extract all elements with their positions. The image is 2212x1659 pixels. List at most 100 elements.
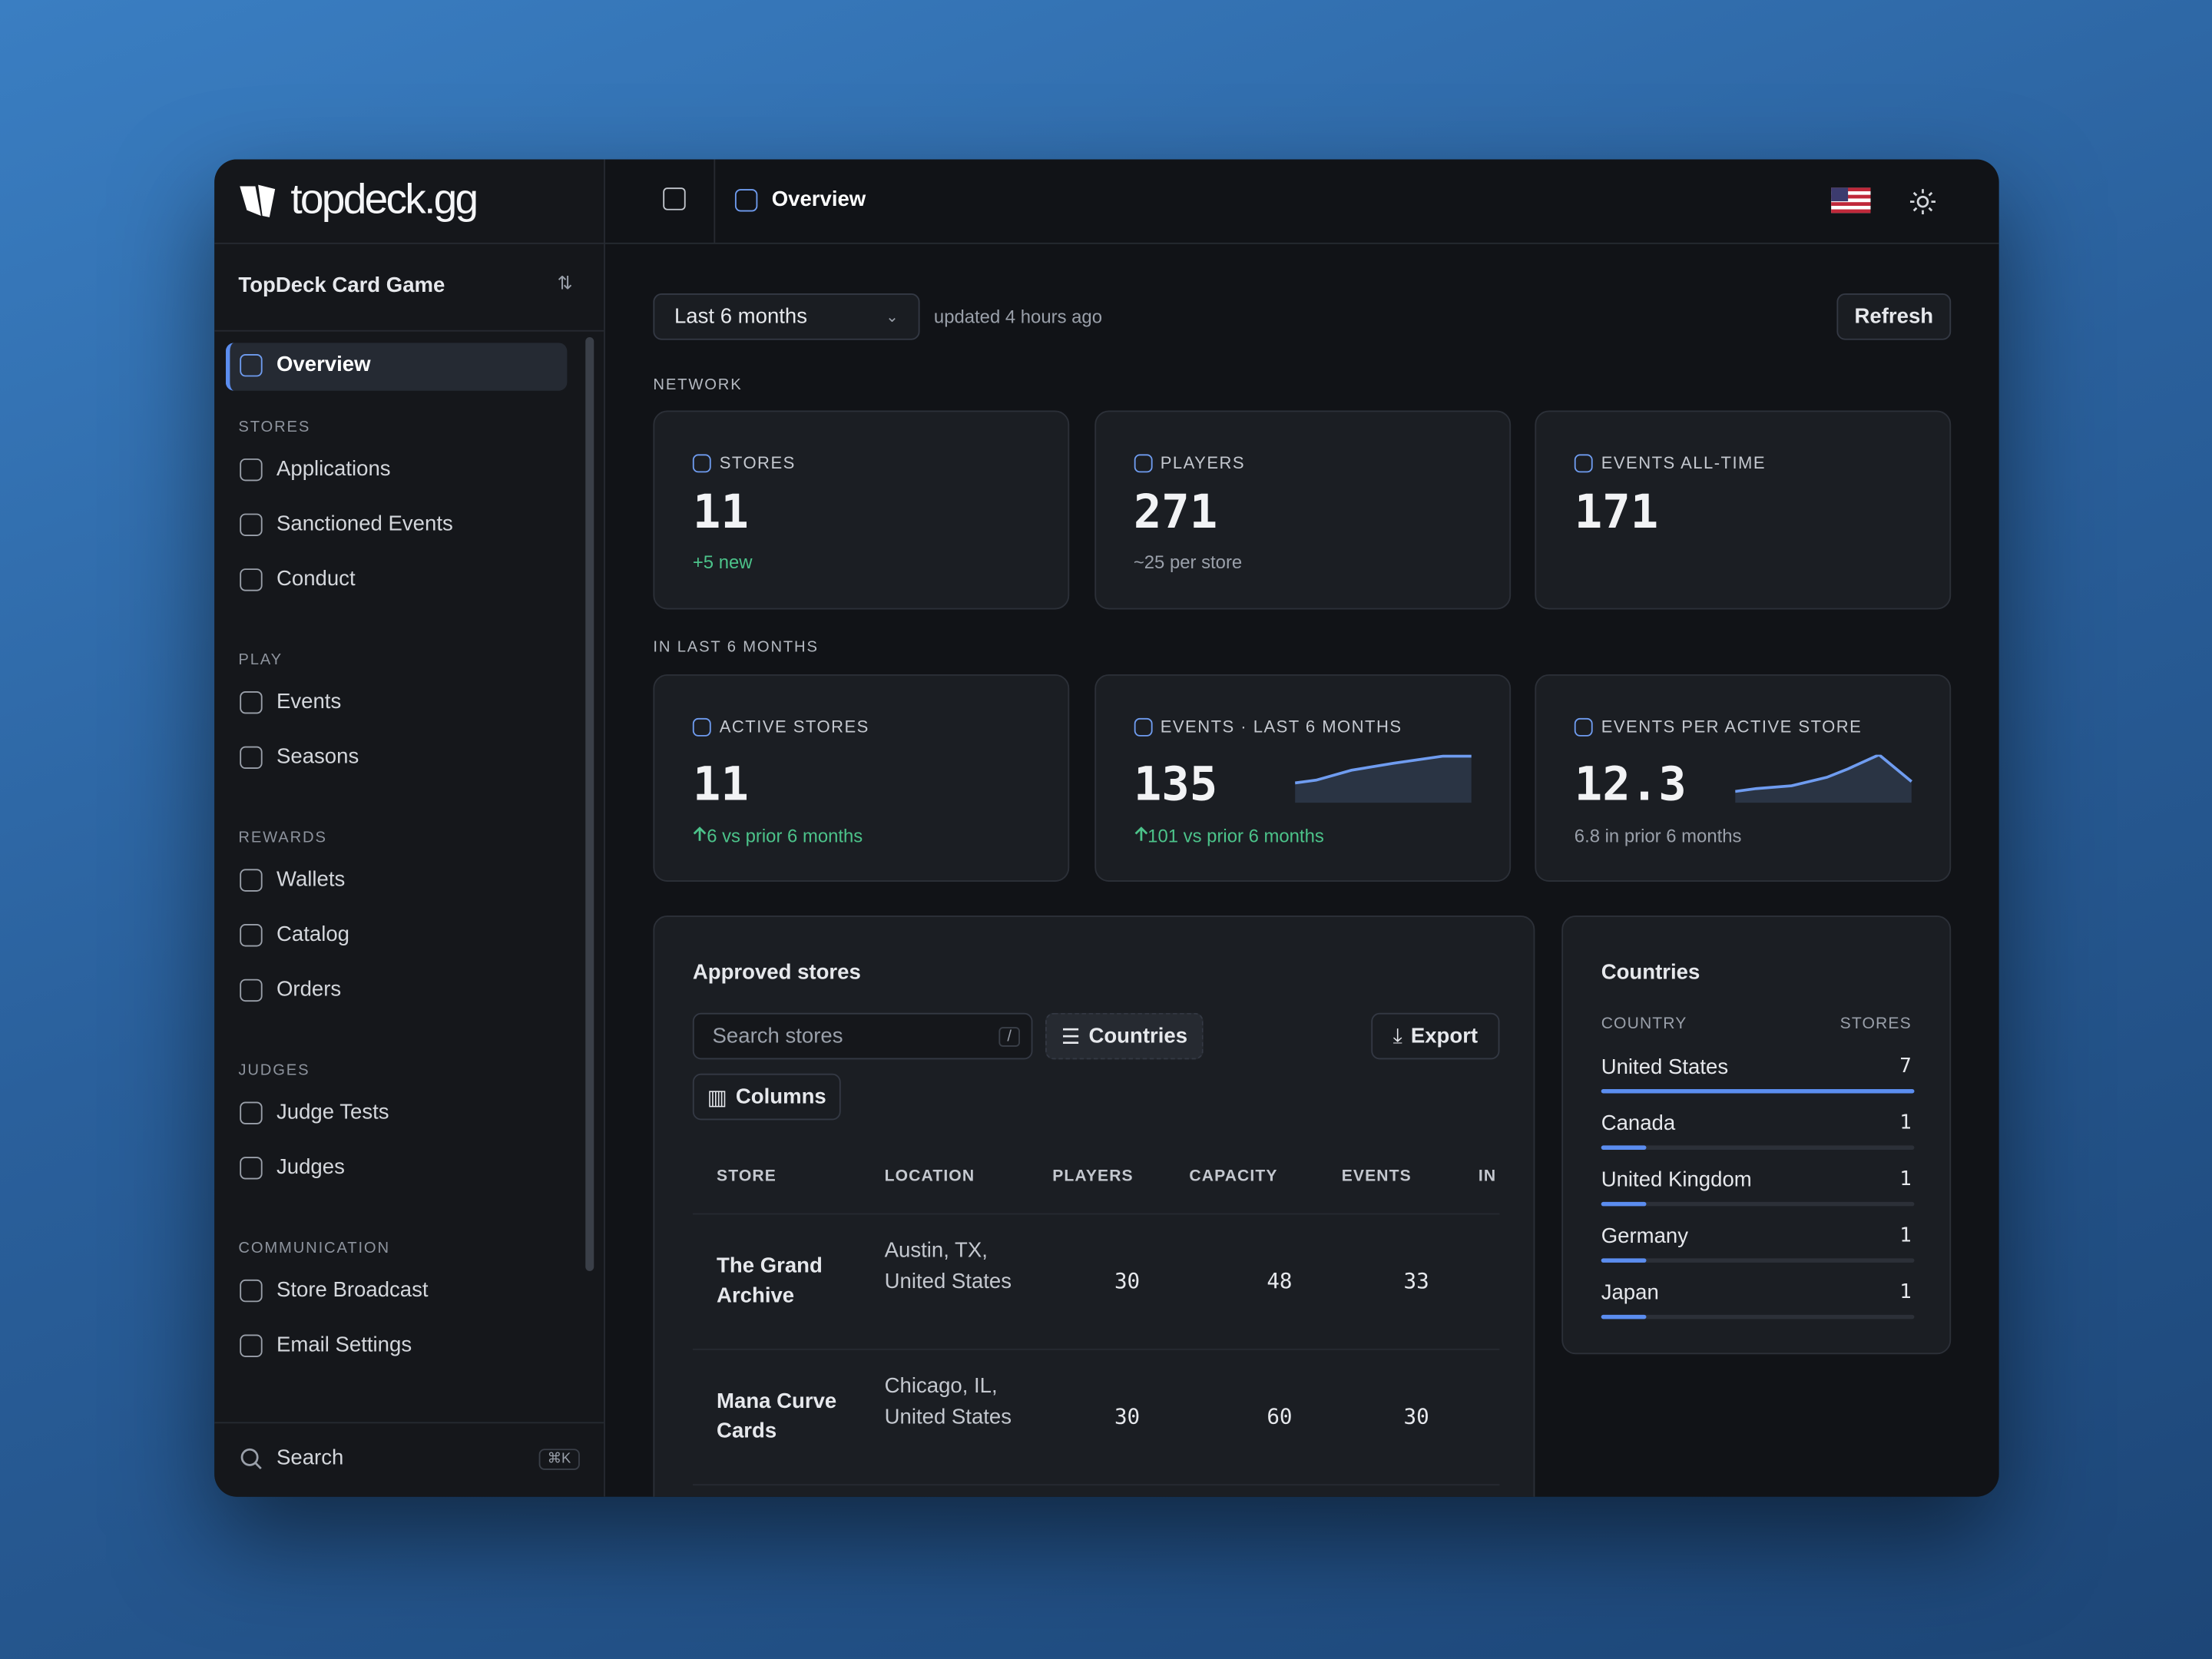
stat-icon: [692, 717, 711, 736]
nav-section: REWARDS: [238, 830, 327, 847]
bar: [1601, 1314, 1646, 1320]
nav-item[interactable]: Store Broadcast: [240, 1278, 429, 1302]
nav-icon: [240, 458, 263, 481]
column-header[interactable]: IN: [1478, 1167, 1497, 1185]
stat-card: STORES 11 +5 new: [653, 410, 1070, 610]
nav-item[interactable]: Applications: [240, 457, 391, 482]
stat-note-text: 6 vs prior 6 months: [707, 825, 863, 847]
nav-icon: [240, 745, 263, 769]
nav-item[interactable]: Overview: [240, 353, 371, 376]
brand: topdeck.gg: [290, 176, 478, 224]
nav-label: Judge Tests: [276, 1100, 389, 1124]
bar: [1601, 1145, 1646, 1150]
nav-list: STORES Applications Sanctioned Events Condu…: [214, 391, 584, 1422]
nav-item[interactable]: Sanctioned Events: [240, 512, 453, 536]
stat-value: 11: [692, 484, 749, 539]
nav-icon: [240, 1156, 263, 1179]
country-name: United Kingdom: [1601, 1167, 1752, 1193]
nav-icon: [240, 1279, 263, 1302]
column-header[interactable]: STORE: [717, 1167, 777, 1185]
store-search[interactable]: Search stores /: [692, 1012, 1033, 1060]
column-header[interactable]: CAPACITY: [1189, 1167, 1278, 1185]
scrollbar: [585, 336, 594, 1271]
column-header: STORES: [1839, 1015, 1912, 1033]
nav-item[interactable]: Email Settings: [240, 1333, 412, 1357]
country-name: United States: [1601, 1055, 1729, 1080]
stat-label: EVENTS ALL-TIME: [1574, 453, 1766, 472]
nav-section: PLAY: [238, 651, 283, 669]
nav-icon: [240, 690, 263, 714]
stat-card: EVENTS PER ACTIVE STORE 12.3 6.8 in prior …: [1535, 674, 1952, 882]
country-count: 1: [1899, 1280, 1912, 1304]
up-arrow: [1134, 826, 1147, 841]
stat-icon: [1574, 453, 1593, 472]
countries-panel: Countries COUNTRY STORES United States 7 C…: [1561, 916, 1952, 1355]
nav-item[interactable]: Seasons: [240, 745, 359, 769]
nav-item[interactable]: Catalog: [240, 922, 349, 946]
nav-icon: [240, 568, 263, 591]
nav-item[interactable]: Wallets: [240, 868, 345, 892]
country-count: 1: [1899, 1167, 1912, 1191]
sidebar-toggle[interactable]: [663, 187, 686, 210]
country-count: 1: [1899, 1224, 1912, 1247]
country-name: Canada: [1601, 1111, 1676, 1136]
stat-card: EVENTS · LAST 6 MONTHS 135 101 vs prior 6 …: [1094, 674, 1511, 882]
nav-icon: [240, 1101, 263, 1124]
store-number: 30: [1114, 1403, 1141, 1429]
stat-value: 135: [1133, 756, 1218, 812]
panel-title: Countries: [1601, 960, 1700, 985]
nav-icon: [240, 978, 263, 1002]
export-button[interactable]: ⤓ Export: [1371, 1012, 1500, 1060]
stat-label-text: STORES: [719, 452, 796, 473]
updated: updated 4 hours ago: [933, 306, 1103, 328]
nav-item[interactable]: Conduct: [240, 567, 356, 591]
filter-button[interactable]: ☰ Countries: [1045, 1012, 1204, 1060]
bar-track: [1601, 1314, 1915, 1320]
stat-label-text: PLAYERS: [1160, 452, 1246, 473]
nav-item[interactable]: Judge Tests: [240, 1101, 389, 1124]
column-header[interactable]: LOCATION: [884, 1167, 975, 1185]
nav-label: Applications: [276, 457, 391, 482]
nav-label: Catalog: [276, 922, 349, 947]
nav-section: STORES: [238, 419, 311, 436]
sidebar: topdeck.gg TopDeck Card Game ⇅ Overview …: [214, 159, 605, 1497]
section-title: NETWORK: [653, 376, 743, 394]
row-divider: [692, 1484, 1500, 1486]
column-header[interactable]: EVENTS: [1341, 1167, 1412, 1185]
nav-label: Judges: [276, 1155, 345, 1180]
store-number: 48: [1267, 1268, 1293, 1294]
bar-track: [1601, 1145, 1915, 1150]
columns-button[interactable]: ▥ Columns: [692, 1073, 841, 1121]
search-placeholder: Search stores: [712, 1024, 843, 1048]
range-select[interactable]: Last 6 months ⌄: [653, 293, 920, 340]
theme-toggle[interactable]: [1909, 189, 1936, 215]
up-arrow: [693, 826, 707, 841]
org-switch[interactable]: ⇅: [557, 272, 573, 294]
section-title: IN LAST 6 MONTHS: [653, 639, 819, 657]
stat-note: ~25 per store: [1134, 551, 1242, 573]
panel-title: Approved stores: [692, 960, 861, 985]
store-number: 60: [1267, 1403, 1293, 1429]
store-number: 30: [1403, 1403, 1429, 1429]
breadcrumb: Overview: [734, 187, 866, 212]
stat-value: 171: [1574, 484, 1659, 539]
refresh-button[interactable]: Refresh: [1836, 293, 1952, 340]
nav-item[interactable]: Events: [240, 690, 341, 714]
store-name: Mana Curve Cards: [717, 1389, 837, 1443]
org-name[interactable]: TopDeck Card Game: [238, 273, 445, 298]
stat-label: EVENTS · LAST 6 MONTHS: [1133, 717, 1402, 737]
row-divider: [692, 1348, 1500, 1350]
nav-icon: [240, 868, 263, 891]
flag[interactable]: [1831, 187, 1871, 214]
stat-note: 6 vs prior 6 months: [693, 825, 863, 846]
nav-item[interactable]: Judges: [240, 1155, 345, 1180]
active-nav-bg: [225, 343, 568, 391]
nav-item[interactable]: Orders: [240, 978, 341, 1002]
search-label: Search: [276, 1445, 344, 1470]
store-location: Austin, TX, United States: [884, 1238, 1012, 1293]
search[interactable]: Search: [240, 1446, 343, 1470]
shortcut: ⌘K: [538, 1449, 580, 1470]
column-header: COUNTRY: [1601, 1015, 1687, 1033]
column-header[interactable]: PLAYERS: [1052, 1167, 1134, 1185]
nav-icon: [240, 923, 263, 946]
